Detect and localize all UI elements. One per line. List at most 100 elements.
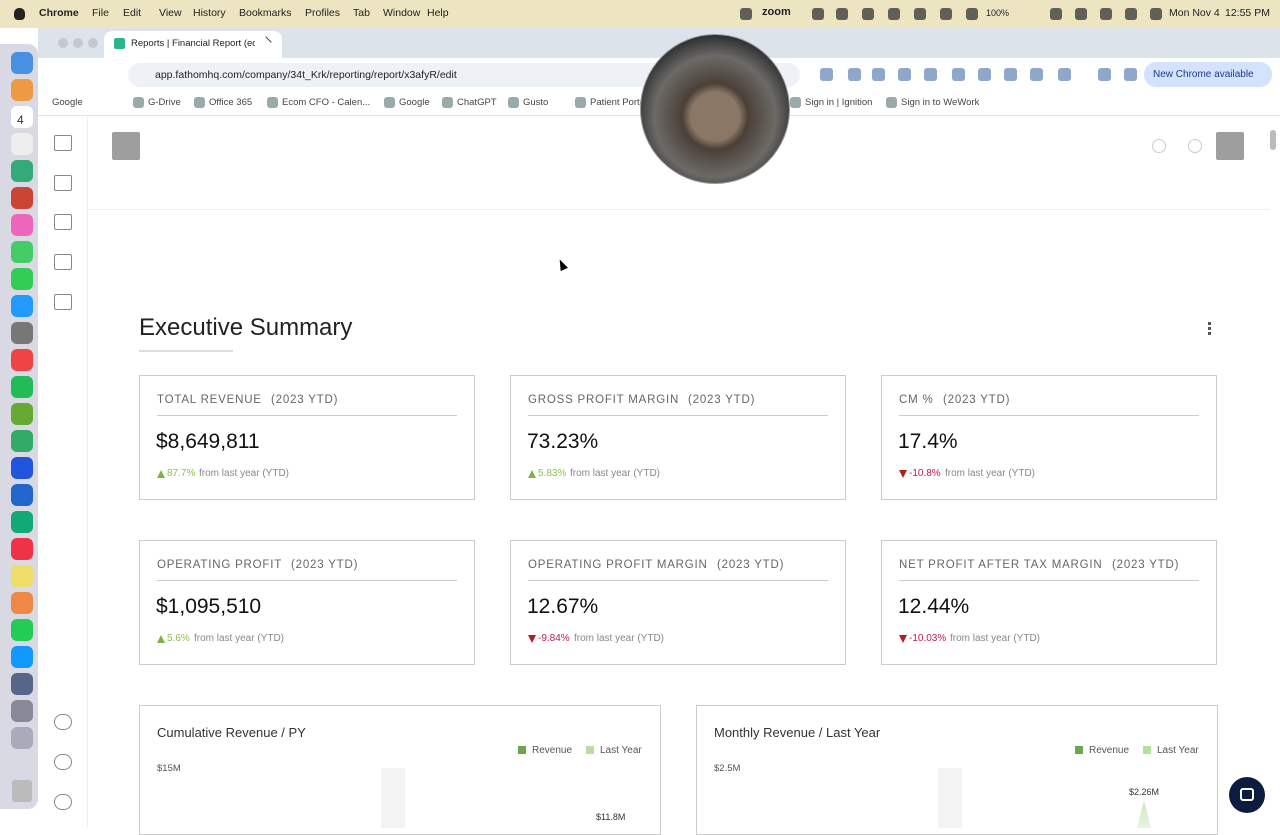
kpi-value: $8,649,811 [156,430,260,453]
bookmark[interactable]: Sign in to WeWork [901,97,980,108]
extension-icon[interactable] [1030,68,1043,81]
window-control[interactable] [73,38,83,48]
dock-app[interactable] [11,565,33,587]
dock-app[interactable] [11,376,33,398]
sidebar-tool[interactable] [54,294,72,310]
kpi-value: 17.4% [898,430,958,453]
comments-button[interactable] [1216,132,1244,160]
extension-icon[interactable] [872,68,885,81]
dock-app[interactable] [11,538,33,560]
status-icon [740,8,752,20]
dock-app[interactable] [11,457,33,479]
extension-icon[interactable] [924,68,937,81]
dock-app[interactable] [11,403,33,425]
dock-app[interactable] [11,349,33,371]
dock-app[interactable] [11,187,33,209]
bookmark[interactable]: Sign in | Ignition [805,97,873,108]
bookmark-icon [194,97,205,108]
dock-app[interactable] [11,322,33,344]
menu-item[interactable]: Help [427,7,449,19]
sidebar-tool[interactable] [54,214,72,230]
extension-icon[interactable] [952,68,965,81]
tab-title[interactable]: Reports | Financial Report (ed [131,38,255,49]
extension-icon[interactable] [1124,68,1137,81]
dock-app[interactable] [11,646,33,668]
dock-app[interactable] [11,700,33,722]
window-control[interactable] [88,38,98,48]
bookmark[interactable]: Office 365 [209,97,253,108]
trash[interactable] [12,780,32,802]
window-control[interactable] [58,38,68,48]
update-button[interactable] [1144,62,1272,87]
dock-app[interactable] [11,133,33,155]
dock-app[interactable] [11,79,33,101]
window [38,28,1280,827]
extension-icon[interactable] [1098,68,1111,81]
new-tab[interactable] [288,36,298,50]
dock-app[interactable] [11,592,33,614]
bookmark[interactable]: Patient Portal - [590,97,653,108]
bookmark[interactable]: ChatGPT [457,97,497,108]
sidebar-action[interactable] [54,714,72,730]
dock-app[interactable] [11,52,33,74]
extension-icon[interactable] [1004,68,1017,81]
dock-app[interactable] [11,430,33,452]
dock-app[interactable] [11,727,33,749]
dock-app[interactable] [11,214,33,236]
sidebar-tool[interactable] [54,175,72,191]
sidebar-tool[interactable] [54,254,72,270]
more-menu[interactable] [1208,322,1211,335]
extension-icon[interactable] [978,68,991,81]
extension-icon[interactable] [820,68,833,81]
redo[interactable] [1188,139,1202,153]
bookmark[interactable]: Ecom CFO - Calen... [282,97,371,108]
extension-icon[interactable] [1058,68,1071,81]
extension-icon[interactable] [898,68,911,81]
bookmark-icon [442,97,453,108]
legend-swatch [1143,746,1151,754]
tab[interactable] [104,31,282,58]
undo[interactable] [1152,139,1166,153]
kpi-change: 5.83% [538,468,567,479]
status-icon [914,8,926,20]
url[interactable]: app.fathomhq.com/company/34t_Krk/reporti… [155,69,457,81]
menu-item[interactable]: Profiles [305,7,341,19]
bookmark[interactable]: G-Drive [148,97,181,108]
kpi-label: NET PROFIT AFTER TAX MARGIN [899,559,1103,571]
bookmark[interactable]: Google [52,97,83,108]
dock-app[interactable] [11,619,33,641]
dock-app[interactable] [11,106,33,128]
kpi-label: CM % [899,394,934,406]
bookmark[interactable]: Gusto [523,97,549,108]
dock-app[interactable] [11,295,33,317]
sidebar-action[interactable] [54,794,72,810]
annotation: $11.8M [596,812,626,822]
dock-app[interactable] [11,160,33,182]
dock-app[interactable] [11,484,33,506]
kpi-note: from last year (YTD) [574,633,665,644]
dock-app[interactable] [11,673,33,695]
menu-item[interactable]: Bookmarks [239,7,292,19]
update-label[interactable]: New Chrome available [1153,69,1254,80]
chat-button[interactable] [1229,777,1265,813]
menu-item[interactable]: Tab [353,7,370,19]
menu-item[interactable]: View [159,7,182,19]
menu-item[interactable]: History [193,7,226,19]
sidebar-tool[interactable] [54,135,72,151]
dock-app[interactable] [11,241,33,263]
zoom-status[interactable]: zoom [762,6,791,18]
menu-item[interactable]: Edit [123,7,142,19]
bookmark-icon [886,97,897,108]
dock-app[interactable] [11,511,33,533]
kpi-change: 87.7% [167,468,196,479]
extension-icon[interactable] [848,68,861,81]
menu-item[interactable]: File [92,7,109,19]
menu-item[interactable]: Window [383,7,421,19]
date: Mon Nov 4 [1169,7,1220,19]
back-button[interactable] [112,132,140,160]
menu-item[interactable]: Chrome [39,7,79,19]
sidebar-action[interactable] [54,754,72,770]
kpi-period: (2023 YTD) [1112,559,1180,571]
dock-app[interactable] [11,268,33,290]
bookmark[interactable]: Google [399,97,430,108]
